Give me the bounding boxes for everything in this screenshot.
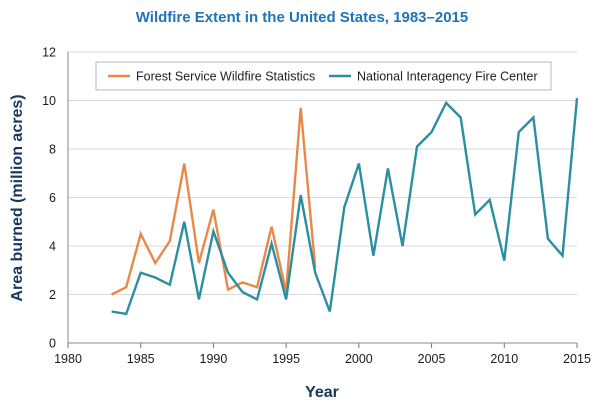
x-tick-label-2015: 2015 <box>563 352 591 366</box>
series-line-nifc <box>111 97 579 316</box>
y-axis-label: Area burned (million acres) <box>9 94 26 301</box>
x-tick-label-2005: 2005 <box>418 352 446 366</box>
series-line-forest-service <box>111 107 317 296</box>
x-axis-label: Year <box>305 384 339 401</box>
legend-box <box>95 61 552 91</box>
x-tick-label-1995: 1995 <box>272 352 300 366</box>
series-lines <box>111 97 579 316</box>
grid-lines <box>68 51 577 295</box>
x-tick-label-2010: 2010 <box>490 352 518 366</box>
x-tick-label-1990: 1990 <box>200 352 228 366</box>
x-tick-label-2000: 2000 <box>345 352 373 366</box>
x-tick-label-1985: 1985 <box>127 352 155 366</box>
y-tick-label-12: 12 <box>42 46 56 60</box>
axes: 0 2 4 6 8 10 12 1980 1985 1990 1995 2000 2005 2010 201… <box>42 46 591 367</box>
y-tick-label-6: 6 <box>49 191 56 205</box>
chart-title: Wildfire Extent in the United States, 19… <box>136 9 468 26</box>
y-tick-label-0: 0 <box>49 337 56 351</box>
y-tick-label-10: 10 <box>42 94 56 108</box>
legend-label-forest-service: Forest Service Wildfire Statistics <box>136 70 315 84</box>
legend-label-nifc: National Interagency Fire Center <box>357 70 538 84</box>
legend: Forest Service Wildfire Statistics Natio… <box>95 61 552 91</box>
x-tick-label-1980: 1980 <box>54 352 82 366</box>
y-tick-label-2: 2 <box>49 288 56 302</box>
y-tick-label-8: 8 <box>49 143 56 157</box>
y-tick-label-4: 4 <box>49 240 56 254</box>
